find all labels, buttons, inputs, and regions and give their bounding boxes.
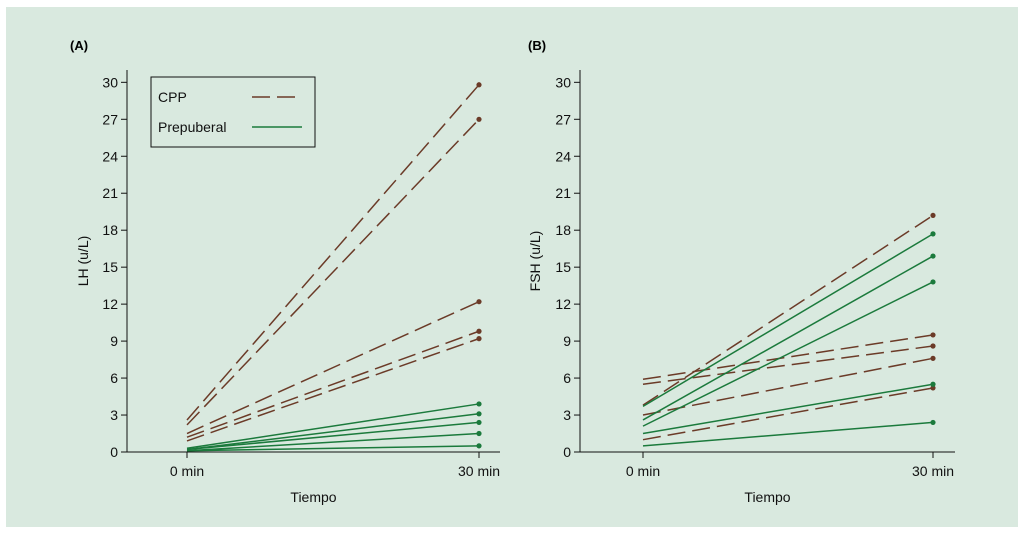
cpp-data-point (930, 332, 936, 338)
cpp-series-line (186, 300, 480, 435)
cpp-data-point (476, 336, 482, 342)
prepuberal-data-point (930, 231, 936, 237)
prepuberal-series-line (186, 432, 480, 452)
prepuberal-series-line (186, 413, 480, 451)
y-tick-label: 30 (555, 74, 571, 90)
y-tick-label: 6 (110, 370, 118, 386)
y-tick-label: 9 (110, 333, 118, 349)
cpp-data-point (930, 343, 936, 349)
cpp-series-line (642, 214, 934, 406)
prepuberal-data-point (930, 419, 936, 426)
panel-a: (A) 0 3 6 9 12 15 18 21 24 27 30 0 min 30 min Tiempo LH… (70, 38, 500, 505)
figure-background (6, 7, 1018, 527)
prepuberal-data-point (476, 430, 482, 437)
x-axis-title: Tiempo (744, 489, 790, 505)
x-tick-label: 0 min (626, 463, 660, 479)
panel-b: (B) 0 3 6 9 12 15 18 21 24 27 30 0 min 30 min Tiempo FS… (527, 38, 955, 505)
prepuberal-series-line (642, 233, 934, 408)
prepuberal-data-point (476, 419, 482, 426)
y-tick-label: 27 (555, 111, 571, 127)
y-tick-label: 12 (555, 296, 571, 312)
cpp-data-point (476, 82, 482, 88)
prepuberal-series-line (186, 445, 480, 452)
y-tick-label: 12 (102, 296, 118, 312)
panel-label: (B) (528, 38, 546, 53)
y-tick-label: 15 (102, 259, 118, 275)
y-tick-label: 27 (102, 111, 118, 127)
cpp-series-line (186, 118, 480, 426)
prepuberal-series-line (642, 255, 934, 421)
y-tick-label: 24 (555, 148, 571, 164)
cpp-series-line (186, 330, 480, 438)
prepuberal-series-line (642, 421, 934, 447)
cpp-data-point (476, 328, 482, 334)
y-tick-label: 9 (563, 333, 571, 349)
y-tick-label: 6 (563, 370, 571, 386)
cpp-series-line (186, 337, 480, 442)
legend-label: Prepuberal (158, 119, 227, 135)
prepuberal-data-point (930, 381, 936, 387)
prepuberal-series-line (642, 383, 934, 435)
prepuberal-data-point (930, 253, 936, 259)
prepuberal-series-line (186, 403, 480, 450)
cpp-data-point (476, 116, 482, 122)
prepuberal-series-line (186, 421, 480, 451)
y-tick-label: 18 (555, 222, 571, 238)
legend: CPP Prepuberal (150, 76, 316, 148)
cpp-data-point (930, 355, 936, 361)
y-tick-label: 21 (102, 185, 118, 201)
y-tick-label: 15 (555, 259, 571, 275)
y-tick-label: 18 (102, 222, 118, 238)
y-axis-title: LH (u/L) (75, 236, 91, 287)
prepuberal-data-point (476, 411, 482, 417)
y-tick-label: 24 (102, 148, 118, 164)
y-tick-label: 30 (102, 74, 118, 90)
y-tick-label: 21 (555, 185, 571, 201)
y-axis-title: FSH (u/L) (527, 231, 543, 292)
y-tick-label: 3 (110, 407, 118, 423)
prepuberal-series-line (642, 281, 934, 427)
y-tick-label: 3 (563, 407, 571, 423)
x-tick-label: 0 min (170, 463, 204, 479)
x-tick-label: 30 min (912, 463, 954, 479)
cpp-data-point (930, 385, 936, 391)
legend-label: CPP (158, 89, 187, 105)
prepuberal-data-point (476, 443, 482, 449)
cpp-data-point (930, 212, 936, 219)
y-tick-label: 0 (110, 444, 118, 460)
prepuberal-data-point (476, 401, 482, 407)
x-tick-label: 30 min (458, 463, 500, 479)
x-axis-title: Tiempo (290, 489, 336, 505)
legend-box (150, 76, 316, 148)
panel-label: (A) (70, 38, 88, 53)
y-tick-label: 0 (563, 444, 571, 460)
cpp-data-point (476, 299, 482, 305)
prepuberal-data-point (930, 279, 936, 285)
